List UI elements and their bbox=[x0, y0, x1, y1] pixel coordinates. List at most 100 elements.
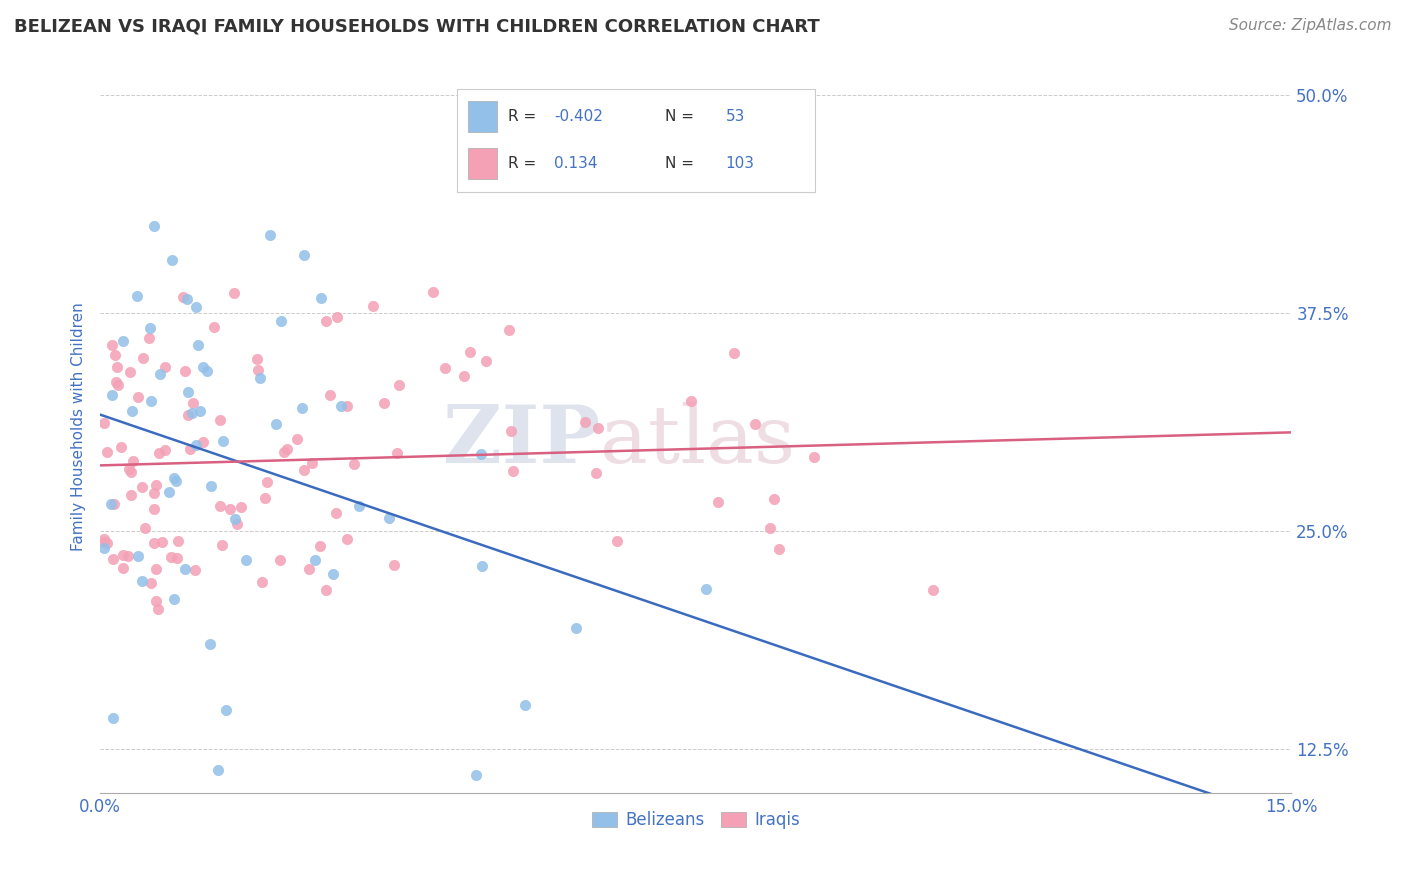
Point bbox=[110, 440, 132, 454]
Point bbox=[145, 477, 167, 491]
Point bbox=[246, 363, 269, 377]
Point bbox=[118, 365, 141, 379]
Point bbox=[93, 541, 115, 556]
Point bbox=[347, 499, 370, 513]
Text: BELIZEAN VS IRAQI FAMILY HOUSEHOLDS WITH CHILDREN CORRELATION CHART: BELIZEAN VS IRAQI FAMILY HOUSEHOLDS WITH… bbox=[14, 18, 820, 36]
Point bbox=[145, 562, 167, 576]
Point bbox=[174, 364, 197, 378]
Point bbox=[215, 703, 238, 717]
Point bbox=[107, 377, 129, 392]
Point bbox=[382, 558, 405, 572]
Point bbox=[117, 549, 139, 563]
Point bbox=[309, 539, 332, 553]
Point bbox=[125, 288, 148, 302]
Point bbox=[127, 549, 149, 564]
Point bbox=[153, 360, 176, 375]
Point bbox=[143, 486, 166, 500]
Point bbox=[179, 442, 201, 457]
Point bbox=[681, 393, 703, 408]
Point bbox=[276, 442, 298, 456]
Point bbox=[273, 445, 295, 459]
Point bbox=[193, 435, 215, 450]
Point bbox=[329, 399, 352, 413]
Point bbox=[112, 548, 135, 562]
Point bbox=[111, 561, 134, 575]
Point bbox=[96, 445, 118, 459]
Point bbox=[259, 227, 281, 242]
Point bbox=[470, 447, 492, 461]
Point bbox=[101, 710, 124, 724]
Point bbox=[93, 416, 115, 430]
Point bbox=[202, 320, 225, 334]
Point bbox=[180, 406, 202, 420]
Point bbox=[100, 497, 122, 511]
Point bbox=[515, 698, 537, 712]
Point bbox=[434, 360, 457, 375]
Point bbox=[146, 602, 169, 616]
Point bbox=[301, 456, 323, 470]
Point bbox=[165, 474, 187, 488]
Point bbox=[139, 321, 162, 335]
Point bbox=[744, 417, 766, 432]
Point bbox=[200, 479, 222, 493]
Point bbox=[162, 592, 184, 607]
Point bbox=[184, 563, 207, 577]
Point bbox=[176, 292, 198, 306]
Point bbox=[256, 475, 278, 489]
Point bbox=[361, 299, 384, 313]
Point bbox=[471, 558, 494, 573]
Point bbox=[759, 521, 782, 535]
Point bbox=[187, 338, 209, 352]
Point bbox=[167, 534, 190, 549]
Point bbox=[270, 314, 292, 328]
Point bbox=[585, 466, 607, 480]
Point bbox=[249, 371, 271, 385]
Point bbox=[111, 334, 134, 348]
Point bbox=[292, 248, 315, 262]
Point bbox=[606, 534, 628, 549]
Point bbox=[121, 454, 143, 468]
Point bbox=[93, 532, 115, 546]
Point bbox=[309, 291, 332, 305]
Point bbox=[177, 408, 200, 422]
Point bbox=[315, 582, 337, 597]
Point bbox=[388, 377, 411, 392]
Point bbox=[132, 351, 155, 366]
Point bbox=[298, 562, 321, 576]
Point bbox=[498, 323, 520, 337]
Point bbox=[315, 314, 337, 328]
Point bbox=[325, 506, 347, 520]
Point bbox=[336, 399, 359, 413]
Point bbox=[208, 413, 231, 427]
Point bbox=[145, 594, 167, 608]
Point bbox=[422, 285, 444, 300]
Point bbox=[193, 359, 215, 374]
Point bbox=[103, 497, 125, 511]
Point bbox=[207, 764, 229, 778]
Point bbox=[105, 360, 128, 375]
Point bbox=[152, 534, 174, 549]
Point bbox=[104, 376, 127, 390]
Point bbox=[253, 491, 276, 506]
Point bbox=[319, 387, 342, 401]
Point bbox=[224, 512, 246, 526]
Point bbox=[264, 417, 287, 432]
Point bbox=[222, 286, 245, 301]
Text: Source: ZipAtlas.com: Source: ZipAtlas.com bbox=[1229, 18, 1392, 33]
Point bbox=[343, 457, 366, 471]
Point bbox=[465, 768, 488, 782]
Point bbox=[134, 521, 156, 535]
Legend: Belizeans, Iraqis: Belizeans, Iraqis bbox=[585, 805, 807, 836]
Point bbox=[287, 432, 309, 446]
Point bbox=[142, 536, 165, 550]
Point bbox=[143, 502, 166, 516]
Point bbox=[211, 538, 233, 552]
Point bbox=[166, 551, 188, 566]
Point bbox=[195, 364, 218, 378]
Point bbox=[93, 535, 115, 549]
Point bbox=[157, 485, 180, 500]
Point bbox=[101, 338, 124, 352]
Point bbox=[453, 368, 475, 383]
Point bbox=[177, 385, 200, 400]
Point bbox=[304, 553, 326, 567]
